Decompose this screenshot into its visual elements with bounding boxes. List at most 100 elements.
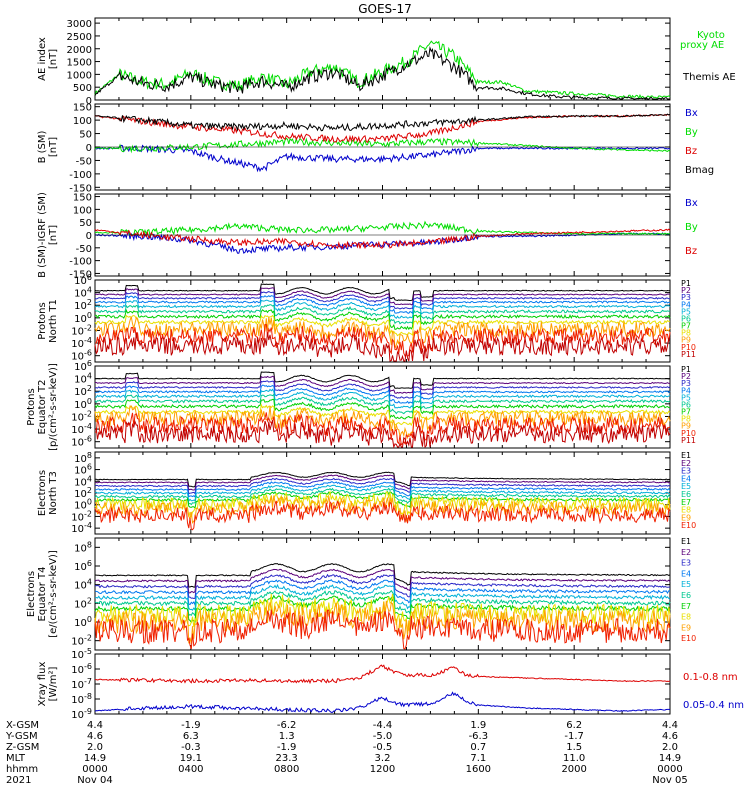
y-tick-label: 102	[74, 486, 92, 500]
x-axis-value: -5.0	[373, 731, 393, 742]
y-axis-label: Protons	[37, 302, 48, 339]
x-axis-value: 1.9	[470, 720, 486, 731]
series-line-themis-ae	[94, 46, 670, 100]
y-tick-label: 10-6	[71, 662, 92, 676]
x-axis-value: -0.5	[373, 742, 393, 753]
p1-channel-p4	[94, 295, 671, 315]
e2-channel-e8	[94, 593, 671, 632]
y-tick-label: 108	[74, 451, 92, 465]
legend-bx: Bx	[685, 108, 698, 119]
x-axis-value: 11.0	[563, 753, 585, 764]
x-axis-value: -6.3	[469, 731, 489, 742]
y-axis-label: Protons	[26, 388, 37, 425]
series-line-0-05-0-4-nm	[94, 691, 671, 713]
legend-e5: E5	[681, 482, 691, 491]
legend-p6: P6	[681, 400, 691, 409]
y-axis-label: Electrons	[37, 470, 48, 516]
series-line-0-1-0-8-nm	[95, 664, 671, 685]
x-axis-value: 14.9	[659, 753, 681, 764]
legend-proxy-ae: proxy AE	[680, 40, 724, 51]
legend-p3: P3	[681, 379, 691, 388]
legend-bmag: Bmag	[685, 165, 714, 176]
p2-channel-p5	[94, 388, 671, 409]
y-tick-label: -50	[76, 156, 92, 167]
y-tick-label: 2500	[67, 32, 92, 43]
x-axis-value: 0000	[657, 764, 682, 775]
legend-0-1-0-8-nm: 0.1-0.8 nm	[683, 672, 738, 683]
y-axis-label: North T3	[48, 471, 59, 515]
legend-p4: P4	[681, 386, 691, 395]
p2-channel-p1	[95, 371, 671, 389]
e1-channel-e4	[94, 481, 671, 498]
y-tick-label: 104	[74, 474, 92, 488]
x-axis-value: 7.1	[470, 753, 486, 764]
p2-channel-p4	[94, 384, 671, 404]
legend-e6: E6	[681, 591, 691, 600]
series-line-kyoto-proxy-ae	[94, 40, 671, 100]
x-axis-row-label: Z-GSM	[6, 742, 39, 753]
legend-p7: P7	[681, 322, 691, 331]
series-line-bmag	[95, 113, 671, 132]
legend-p10: P10	[681, 343, 696, 352]
e2-channel-e7	[94, 594, 671, 624]
legend-e10: E10	[681, 521, 696, 530]
y-axis-label: [nT]	[48, 225, 59, 245]
y-tick-label: -50	[76, 244, 92, 255]
y-tick-label: 0	[86, 231, 92, 242]
y-tick-label: 10-2	[71, 509, 92, 523]
y-tick-label: 10-6	[71, 349, 92, 363]
e1-channel-e3	[94, 477, 671, 495]
y-tick-label: -150	[69, 269, 92, 280]
y-tick-label: 10-6	[71, 435, 92, 449]
x-axis-value: 0000	[82, 764, 107, 775]
x-axis-value: 4.4	[662, 720, 678, 731]
p2-channel-p3	[94, 380, 671, 399]
y-tick-label: 0	[86, 96, 92, 107]
y-tick-label: -100	[69, 170, 92, 181]
y-axis-label: AE index	[37, 37, 48, 81]
legend-p10: P10	[681, 429, 696, 438]
y-tick-label: 102	[74, 596, 92, 610]
p2-channel-p11	[94, 419, 671, 449]
p1-channel-p8	[94, 314, 671, 337]
y-tick-label: 2000	[67, 45, 92, 56]
legend-p7: P7	[681, 408, 691, 417]
chart-title: GOES-17	[358, 2, 412, 16]
legend-e5: E5	[681, 580, 691, 589]
series-line-by	[94, 220, 671, 237]
x-axis-value: -0.3	[181, 742, 201, 753]
legend-by: By	[685, 222, 698, 233]
y-tick-label: 10-8	[71, 692, 92, 706]
x-axis-value: 2.0	[87, 742, 103, 753]
y-tick-label: 3000	[67, 19, 92, 30]
y-tick-label: 106	[74, 273, 92, 287]
y-tick-label: 10-9	[71, 707, 92, 721]
e1-channel-e2	[94, 474, 671, 491]
y-axis-label: [W/m²]	[48, 666, 59, 701]
e1-channel-e1	[94, 471, 670, 488]
x-axis-value: 23.3	[276, 753, 298, 764]
x-axis-value: 3.2	[375, 753, 391, 764]
legend-e6: E6	[681, 490, 691, 499]
x-axis-value: 1.3	[279, 731, 295, 742]
x-axis-value: 1600	[466, 764, 491, 775]
y-tick-label: 100	[74, 498, 92, 512]
legend-p5: P5	[681, 307, 691, 316]
p1-channel-p3	[94, 291, 670, 310]
x-axis-row-label: MLT	[6, 753, 26, 764]
y-axis-label: [nT]	[48, 137, 59, 157]
x-axis-value: 1200	[370, 764, 395, 775]
x-axis-value: Nov 05	[652, 775, 687, 786]
y-tick-label: 104	[74, 286, 92, 300]
legend-themis-ae: Themis AE	[682, 72, 736, 83]
y-axis-label: [p/(cm²-s-sr-keV)]	[48, 363, 59, 451]
legend-e10: E10	[681, 634, 696, 643]
y-axis-label: Xray flux	[37, 662, 48, 707]
legend-p9: P9	[681, 336, 691, 345]
p2-channel-p2	[95, 375, 670, 394]
legend-e3: E3	[681, 467, 691, 476]
x-axis-value: 14.9	[84, 753, 106, 764]
y-tick-label: 10-4	[71, 521, 92, 535]
